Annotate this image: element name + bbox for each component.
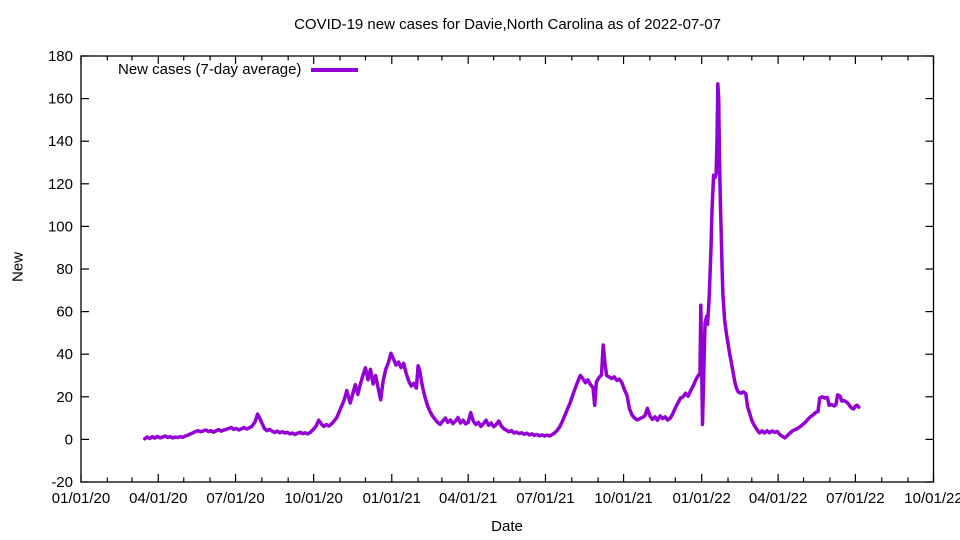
y-tick-label: 100 [48,218,73,235]
x-tick-label: 10/01/20 [284,490,342,507]
y-tick-label: -20 [51,474,73,491]
y-tick-label: 160 [48,91,73,108]
chart-title: COVID-19 new cases for Davie,North Carol… [294,16,721,33]
x-axis-title: Date [491,518,523,535]
y-tick-label: 40 [56,346,73,363]
y-tick-label: 120 [48,176,73,193]
y-tick-label: 0 [65,431,73,448]
y-tick-label: 20 [56,389,73,406]
y-tick-label: 140 [48,133,73,150]
x-tick-label: 01/01/21 [363,490,421,507]
x-tick-label: 01/01/22 [672,490,730,507]
x-tick-label: 04/01/20 [129,490,187,507]
plot-frame [80,55,935,483]
x-tick-label: 10/01/21 [594,490,652,507]
x-tick-label: 07/01/22 [826,490,884,507]
x-tick-label: 10/01/22 [904,490,960,507]
y-tick-label: 80 [56,261,73,278]
x-tick-label: 04/01/21 [439,490,497,507]
legend-label: New cases (7-day average) [118,61,302,78]
y-tick-label: 180 [48,48,73,65]
y-tick-label: 60 [56,304,73,321]
x-tick-label: 07/01/20 [206,490,264,507]
series-line [142,82,861,441]
legend-line-sample [311,67,359,72]
legend: New cases (7-day average) [118,61,359,78]
x-tick-label: 04/01/22 [749,490,807,507]
x-tick-label: 07/01/21 [516,490,574,507]
x-tick-label: 01/01/20 [52,490,110,507]
